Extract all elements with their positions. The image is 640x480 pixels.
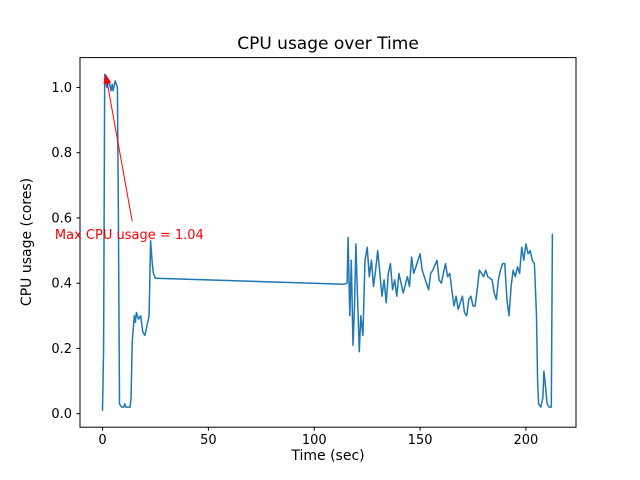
- x-axis-label: Time (sec): [291, 448, 365, 464]
- y-tick-label: 1.0: [51, 81, 72, 96]
- annotation-arrow-line: [105, 74, 133, 222]
- y-tick-label: 0.0: [51, 407, 72, 422]
- y-tick-label: 0.6: [51, 211, 72, 226]
- x-tick-label: 100: [302, 433, 327, 448]
- cpu-usage-line: [101, 73, 554, 412]
- y-tick-label: 0.2: [51, 342, 72, 357]
- x-tick-label: 200: [514, 433, 539, 448]
- x-tick-label: 50: [200, 433, 217, 448]
- y-tick-label: 0.8: [51, 146, 72, 161]
- max-cpu-annotation-text: Max CPU usage = 1.04: [55, 228, 204, 243]
- chart-title: CPU usage over Time: [237, 34, 419, 54]
- x-tick-label: 150: [408, 433, 433, 448]
- annotation-arrow-head: [103, 74, 112, 84]
- y-tick-label: 0.4: [51, 277, 72, 292]
- axes-box: [79, 57, 577, 428]
- x-tick-label: 0: [98, 433, 106, 448]
